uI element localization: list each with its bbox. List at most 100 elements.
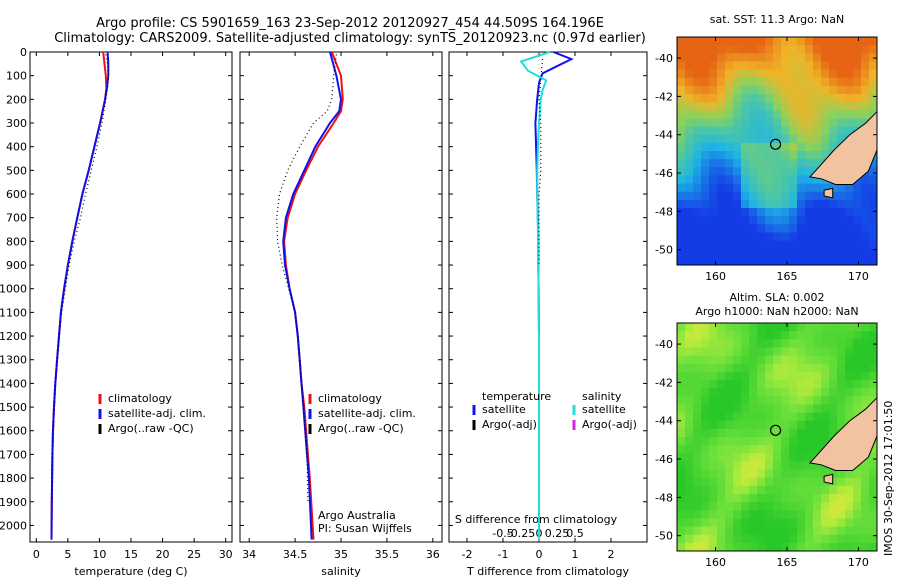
map-cell xyxy=(781,248,790,258)
map-cell xyxy=(869,502,878,511)
map-cell xyxy=(781,159,790,168)
map-cell xyxy=(725,240,734,250)
map-cell xyxy=(797,53,806,62)
map-cell xyxy=(813,53,822,62)
map-cell xyxy=(805,502,814,511)
map-cell xyxy=(717,77,726,87)
map-cell xyxy=(765,453,774,462)
map-cell xyxy=(741,412,750,422)
map-cell xyxy=(797,542,806,552)
map-cell xyxy=(813,248,822,258)
map-cell xyxy=(813,151,822,160)
map-cell xyxy=(709,69,718,79)
map-cell xyxy=(725,102,734,111)
map-cell xyxy=(757,477,766,487)
map-cell xyxy=(797,191,806,201)
map-cell xyxy=(805,510,814,519)
map-cell xyxy=(765,199,774,209)
y-tick-label: 1400 xyxy=(0,377,27,390)
map-cell xyxy=(789,159,798,168)
map-cell xyxy=(805,53,814,62)
map-cell xyxy=(789,151,798,160)
map-cell xyxy=(757,224,766,233)
map-cell xyxy=(853,232,862,241)
map-cell xyxy=(813,331,822,340)
map-cell xyxy=(693,355,702,365)
map-cell xyxy=(701,159,710,168)
map-cell xyxy=(685,510,694,519)
map-cell xyxy=(749,224,758,233)
map-cell xyxy=(701,69,710,79)
map-cell xyxy=(837,53,846,62)
map-cell xyxy=(757,69,766,79)
map-cell xyxy=(821,240,830,250)
map-cell xyxy=(693,240,702,250)
map-cell xyxy=(837,224,846,233)
map-cell xyxy=(717,224,726,233)
map-cell xyxy=(821,534,830,544)
map-cell xyxy=(797,216,806,225)
map-cell xyxy=(757,502,766,511)
map-cell xyxy=(677,412,686,422)
map-cell xyxy=(765,77,774,87)
x-tick-label: 35 xyxy=(334,548,348,561)
map-cell xyxy=(717,534,726,544)
map-cell xyxy=(845,256,854,266)
legend-group-title: salinity xyxy=(582,390,622,403)
map-cell xyxy=(693,502,702,511)
map-cell xyxy=(741,248,750,258)
map-y-tick-label: -44 xyxy=(655,415,673,428)
map-cell xyxy=(821,248,830,258)
map-cell xyxy=(701,420,710,430)
map-cell xyxy=(749,437,758,446)
map-cell xyxy=(733,61,742,70)
map-cell xyxy=(861,53,870,62)
map-cell xyxy=(813,437,822,446)
map-cell xyxy=(677,363,686,373)
map-cell xyxy=(685,469,694,479)
map-cell xyxy=(749,175,758,184)
difference-panel: -2 -1 0 1 2 T difference from climatology -0.5… xyxy=(448,51,648,578)
map-cell xyxy=(821,208,830,217)
map-cell xyxy=(821,102,830,111)
map-cell xyxy=(733,248,742,258)
float-location-marker xyxy=(769,138,782,150)
map-cell xyxy=(773,388,782,397)
map-cell xyxy=(813,518,822,527)
map-cell xyxy=(869,208,878,217)
map-cell xyxy=(781,61,790,70)
map-cell xyxy=(789,339,798,348)
map-cell xyxy=(789,94,798,103)
map-cell xyxy=(741,437,750,446)
map-cell xyxy=(701,518,710,527)
map-cell xyxy=(797,248,806,258)
map-y-tick-label: -46 xyxy=(655,453,673,466)
map-cell xyxy=(765,518,774,527)
map-cell xyxy=(797,388,806,397)
map-cell xyxy=(853,388,862,397)
map-cell xyxy=(805,208,814,217)
map-cell xyxy=(797,437,806,446)
map-cell xyxy=(725,542,734,552)
map-cell xyxy=(749,534,758,544)
legend-label: satellite xyxy=(482,403,526,416)
map-cell xyxy=(765,420,774,430)
map-cell xyxy=(845,363,854,373)
map-cell xyxy=(717,110,726,119)
map-cell xyxy=(765,477,774,487)
map-cell xyxy=(813,542,822,552)
map-cell xyxy=(701,208,710,217)
map-cell xyxy=(861,45,870,54)
map-cell xyxy=(789,134,798,144)
map-cell xyxy=(709,363,718,373)
map-cell xyxy=(773,208,782,217)
map-cell xyxy=(709,428,718,438)
map-cell xyxy=(757,126,766,136)
map-cell xyxy=(685,445,694,454)
map-cell xyxy=(869,159,878,168)
map-cell xyxy=(773,224,782,233)
map-cell xyxy=(725,534,734,544)
map-cell xyxy=(725,502,734,511)
map-cell xyxy=(757,428,766,438)
